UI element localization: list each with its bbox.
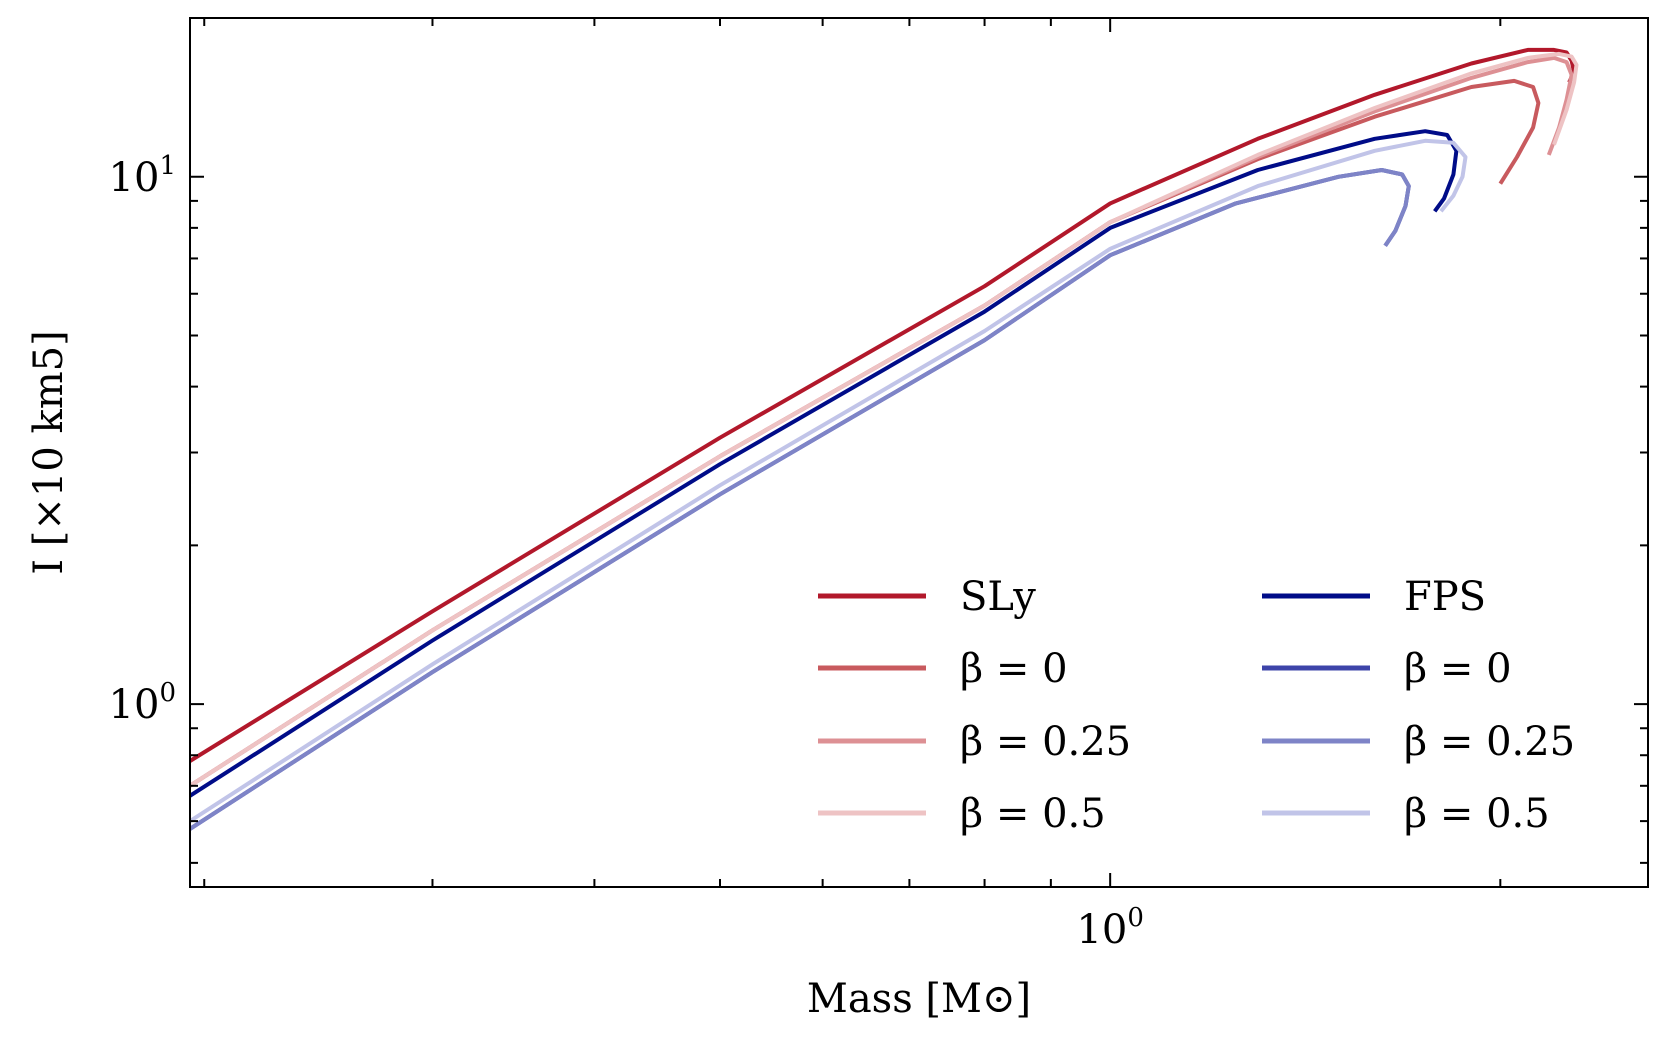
- series-line-3: [190, 51, 1579, 788]
- series-line-0: [190, 47, 1577, 763]
- legend-label: β = 0.5: [960, 791, 1106, 837]
- legend-label: SLy: [960, 574, 1036, 620]
- ticks-layer: [190, 17, 1648, 887]
- ticklabel-layer: 100 100 101: [109, 151, 1144, 953]
- legend-label: β = 0.25: [1404, 719, 1575, 765]
- legend: SLy β = 0 β = 0.25 β = 0.5 FPS β = 0 β = 0.25 β…: [818, 574, 1575, 837]
- series-line-4: [190, 129, 1459, 798]
- y-tick-label: 100: [109, 678, 176, 728]
- legend-label: β = 0.25: [960, 719, 1131, 765]
- series-line-7: [190, 138, 1468, 823]
- legend-label: β = 0: [1404, 646, 1512, 692]
- series-layer: [190, 47, 1579, 831]
- series-line-6: [190, 168, 1411, 831]
- legend-label: β = 0: [960, 646, 1068, 692]
- legend-label: β = 0.5: [1404, 791, 1550, 837]
- y-axis-label: I [×10 km5]: [26, 330, 72, 574]
- legend-label: FPS: [1404, 574, 1486, 620]
- y-tick-label: 101: [109, 151, 176, 201]
- x-tick-label: 100: [1076, 903, 1143, 953]
- x-axis-label: Mass [M⊙]: [807, 976, 1031, 1022]
